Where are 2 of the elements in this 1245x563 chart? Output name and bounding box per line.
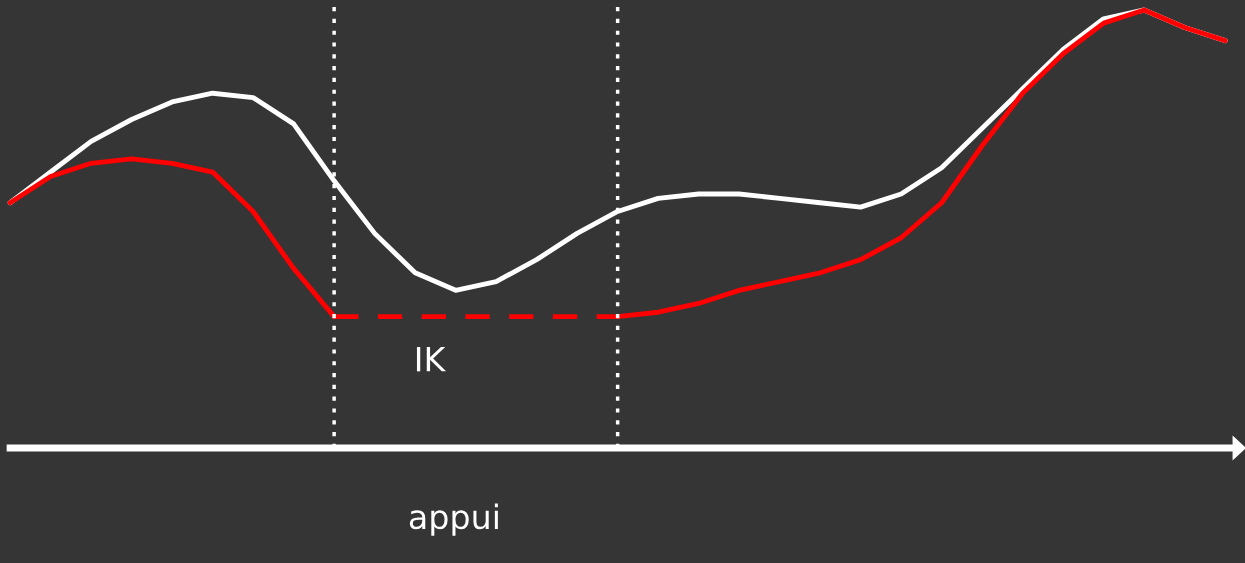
x-axis-title: appui [409, 503, 498, 536]
annotation: IK [416, 347, 447, 372]
